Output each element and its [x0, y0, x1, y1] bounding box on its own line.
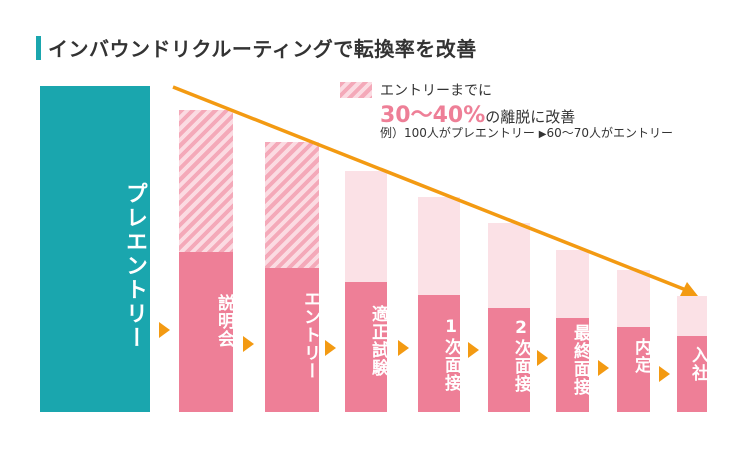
flow-arrow-icon — [398, 340, 409, 356]
stage-label: 2次面接 — [511, 318, 531, 393]
legend-caption: エントリーまでに — [380, 83, 492, 99]
legend-example: 例）100人がプレエントリー ▶60〜70人がエントリー — [380, 124, 673, 141]
trend-arrow-head — [680, 282, 698, 296]
stage-label: 入社 — [688, 346, 708, 382]
solid-area — [617, 327, 650, 412]
flow-arrow-icon — [537, 350, 548, 366]
stage-label: プレエントリー — [122, 182, 147, 350]
flow-arrow-icon — [159, 322, 170, 338]
light-area — [345, 171, 387, 282]
hatched-legend-swatch — [340, 82, 372, 98]
stage-bar-first-interview: 1次面接 — [418, 197, 461, 412]
legend-percent: 30〜40% — [380, 103, 486, 128]
light-area — [617, 270, 650, 327]
hatched-dropout-area — [179, 110, 233, 252]
flow-arrow-icon — [325, 340, 336, 356]
hatched-dropout-area — [265, 142, 319, 268]
legend-example-suffix: 60〜70人がエントリー — [546, 126, 673, 140]
stage-label: 最終面接 — [570, 324, 590, 396]
light-area — [418, 197, 460, 295]
stage-label: エントリー — [300, 290, 320, 380]
legend-improvement: 30〜40%の離脱に改善 — [380, 97, 575, 129]
light-area — [677, 296, 707, 336]
solid-area — [488, 308, 530, 412]
solid-area — [677, 336, 707, 412]
legend-improvement-suffix: の離脱に改善 — [485, 108, 576, 126]
light-area — [556, 250, 589, 318]
stage-label: 内定 — [631, 338, 651, 374]
flow-arrow-icon — [468, 342, 479, 358]
stage-bar-final-interview: 最終面接 — [556, 250, 590, 412]
stage-label: 1次面接 — [441, 317, 461, 392]
light-area — [488, 223, 530, 308]
stage-bar-briefing: 説明会 — [179, 110, 234, 412]
stage-bar-aptitude-test: 適正試験 — [345, 171, 388, 412]
page-title: インバウンドリクルーティングで転換率を改善 — [48, 37, 477, 61]
trend-arrow-line — [172, 85, 687, 292]
solid-area — [556, 318, 589, 412]
flow-arrow-icon — [598, 360, 609, 376]
play-triangle-icon: ▶ — [538, 129, 547, 140]
stage-bar-second-interview: 2次面接 — [488, 223, 531, 412]
title-accent-bar — [36, 36, 41, 60]
stage-label: 説明会 — [214, 294, 234, 348]
flow-arrow-icon — [659, 366, 670, 382]
stage-bar-join: 入社 — [677, 296, 708, 412]
solid-area — [418, 295, 460, 412]
legend-example-prefix: 例）100人がプレエントリー — [380, 126, 535, 140]
solid-area — [345, 282, 387, 412]
solid-area — [265, 268, 319, 412]
stage-bar-offer: 内定 — [617, 270, 651, 412]
flow-arrow-icon — [243, 336, 254, 352]
stage-bar-pre-entry: プレエントリー — [40, 86, 150, 412]
solid-area — [179, 252, 233, 412]
stage-label: 適正試験 — [368, 305, 388, 377]
stage-bar-entry: エントリー — [265, 142, 320, 412]
